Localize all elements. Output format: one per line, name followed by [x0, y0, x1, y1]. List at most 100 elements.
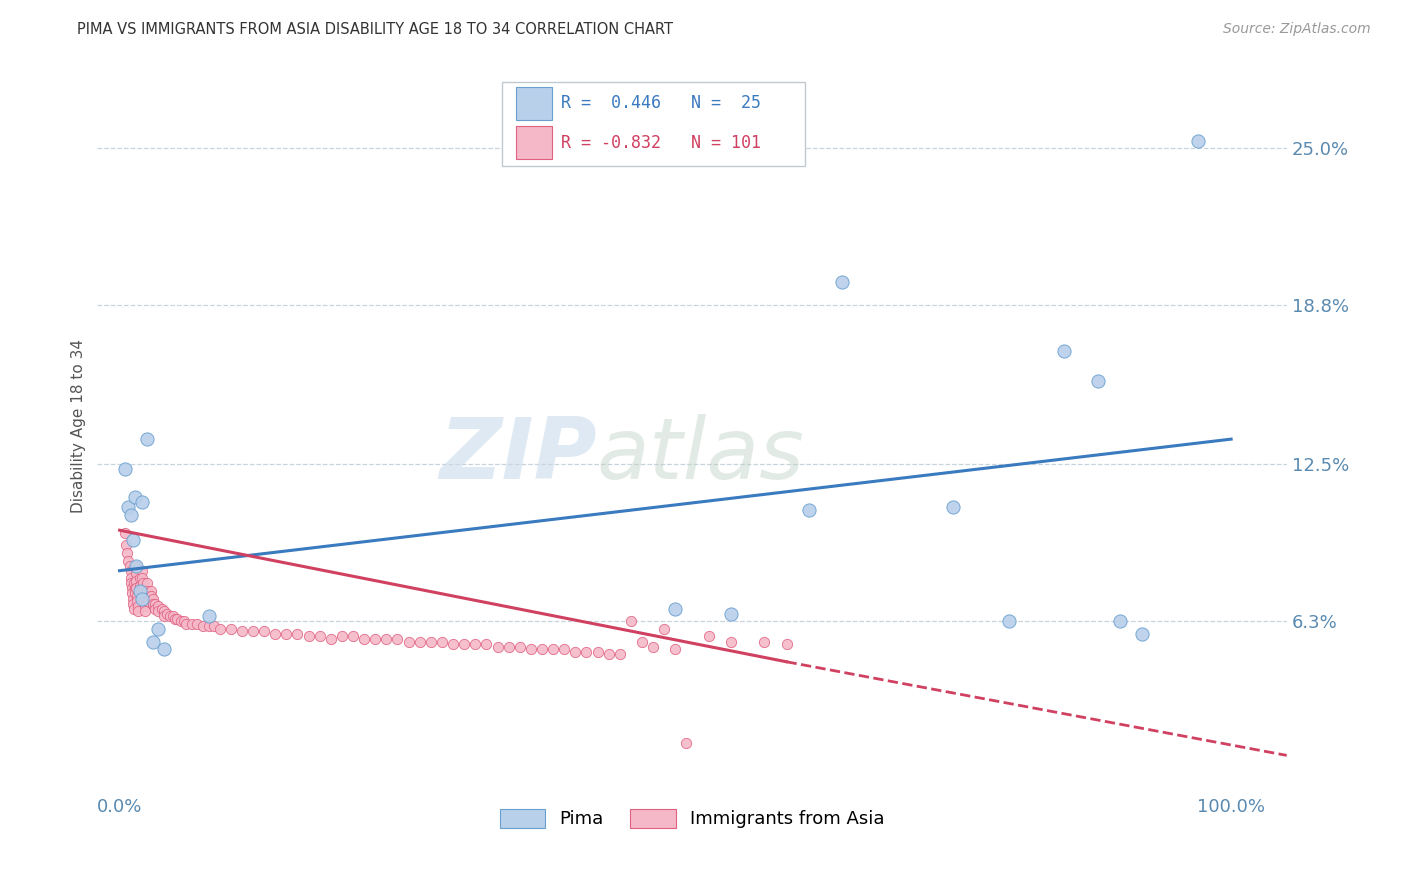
- Point: [124, 586, 146, 600]
- Point: [132, 576, 155, 591]
- Point: [398, 634, 420, 648]
- Point: [575, 645, 598, 659]
- Point: [148, 599, 170, 614]
- Text: atlas: atlas: [598, 414, 804, 498]
- Point: [775, 637, 797, 651]
- Point: [114, 462, 136, 476]
- Point: [264, 627, 287, 641]
- Point: [631, 634, 654, 648]
- Point: [202, 619, 225, 633]
- Point: [142, 591, 165, 606]
- Point: [136, 576, 159, 591]
- Point: [118, 558, 141, 573]
- Point: [131, 564, 153, 578]
- Point: [124, 582, 146, 596]
- Point: [720, 634, 742, 648]
- Point: [1130, 627, 1153, 641]
- Point: [664, 642, 686, 657]
- Point: [453, 637, 475, 651]
- Point: [287, 627, 309, 641]
- Point: [208, 622, 231, 636]
- Point: [419, 634, 441, 648]
- Point: [129, 583, 152, 598]
- Point: [553, 642, 575, 657]
- Point: [142, 634, 165, 648]
- Point: [125, 582, 148, 596]
- Point: [120, 564, 142, 578]
- Point: [253, 624, 276, 639]
- Point: [153, 609, 176, 624]
- Point: [159, 609, 181, 624]
- Point: [797, 503, 820, 517]
- Point: [150, 601, 173, 615]
- Point: [475, 637, 498, 651]
- Point: [120, 576, 142, 591]
- Point: [342, 630, 364, 644]
- Point: [643, 640, 665, 654]
- FancyBboxPatch shape: [516, 87, 551, 120]
- FancyBboxPatch shape: [516, 127, 551, 160]
- Point: [139, 583, 162, 598]
- Point: [131, 495, 153, 509]
- Point: [122, 533, 145, 548]
- Text: R = -0.832   N = 101: R = -0.832 N = 101: [561, 134, 761, 152]
- Point: [520, 642, 543, 657]
- Point: [166, 612, 188, 626]
- Point: [156, 607, 179, 621]
- Point: [375, 632, 398, 646]
- Point: [122, 591, 145, 606]
- Point: [114, 525, 136, 540]
- Point: [128, 571, 150, 585]
- Point: [117, 546, 139, 560]
- Point: [128, 579, 150, 593]
- Point: [115, 538, 138, 552]
- Text: ZIP: ZIP: [439, 414, 598, 498]
- Point: [125, 566, 148, 581]
- Point: [125, 558, 148, 573]
- Point: [998, 615, 1021, 629]
- Point: [498, 640, 520, 654]
- Point: [664, 601, 686, 615]
- Point: [231, 624, 253, 639]
- Point: [652, 622, 675, 636]
- Point: [122, 601, 145, 615]
- Point: [132, 589, 155, 603]
- Point: [153, 604, 176, 618]
- Point: [364, 632, 387, 646]
- Point: [430, 634, 453, 648]
- Point: [353, 632, 375, 646]
- Point: [620, 615, 643, 629]
- Point: [1187, 134, 1209, 148]
- Point: [197, 609, 219, 624]
- Point: [319, 632, 342, 646]
- Point: [121, 582, 143, 596]
- Point: [127, 594, 149, 608]
- Point: [143, 601, 166, 615]
- Point: [136, 583, 159, 598]
- Point: [564, 645, 586, 659]
- Point: [138, 589, 160, 603]
- Point: [942, 500, 965, 515]
- Point: [162, 609, 184, 624]
- Point: [330, 630, 353, 644]
- Point: [120, 508, 142, 522]
- Point: [697, 630, 720, 644]
- Point: [134, 599, 156, 614]
- Point: [165, 612, 187, 626]
- Point: [122, 576, 145, 591]
- Point: [129, 589, 152, 603]
- Point: [143, 597, 166, 611]
- Point: [1087, 374, 1109, 388]
- Point: [1109, 615, 1132, 629]
- Point: [134, 604, 156, 618]
- Point: [441, 637, 464, 651]
- Point: [128, 583, 150, 598]
- Point: [153, 642, 176, 657]
- Point: [125, 558, 148, 573]
- Point: [124, 491, 146, 505]
- Point: [174, 616, 197, 631]
- Point: [831, 275, 853, 289]
- Point: [675, 736, 697, 750]
- Point: [139, 589, 162, 603]
- Y-axis label: Disability Age 18 to 34: Disability Age 18 to 34: [72, 340, 86, 514]
